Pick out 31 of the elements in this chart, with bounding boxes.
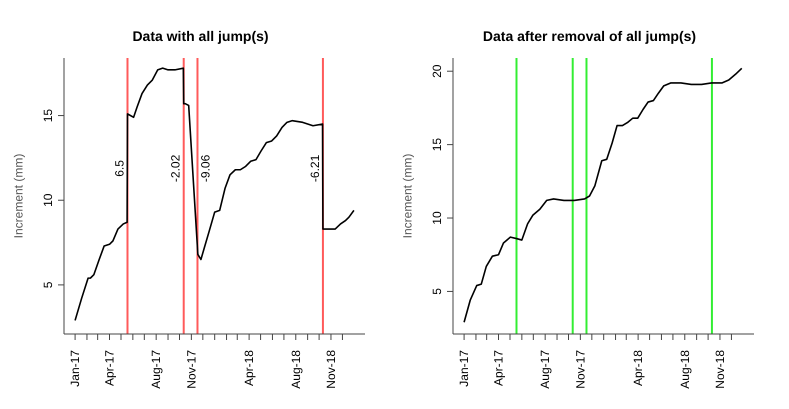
x-tick-label: Apr-18 (631, 350, 646, 386)
x-tick-label: Jan-17 (68, 350, 82, 387)
ref-line-label: -9.06 (198, 154, 212, 182)
y-tick-label: 5 (430, 288, 444, 295)
y-tick-label: 5 (41, 281, 55, 288)
ref-line-label: 6.5 (112, 160, 126, 177)
y-tick-label: 10 (41, 193, 55, 207)
ref-line-label: -2.02 (168, 154, 183, 182)
x-tick-label: Aug-18 (678, 350, 692, 389)
x-tick-label: Nov-17 (184, 350, 198, 389)
x-tick-label: Apr-18 (242, 350, 256, 386)
line-series (74, 67, 355, 322)
x-tick-label: Aug-17 (149, 350, 164, 389)
y-tick-label: 20 (430, 64, 444, 78)
x-tick-label: Jan-17 (457, 350, 472, 387)
y-tick-label: 15 (41, 108, 55, 122)
x-tick-label: Apr-17 (492, 350, 506, 386)
chart-title: Data after removal of all jump(s) (482, 27, 698, 46)
y-axis-title: Increment (mm) (11, 154, 26, 238)
chart-title: Data with all jump(s) (131, 27, 270, 46)
y-tick-label: 15 (430, 138, 444, 152)
ref-line-label: -6.21 (308, 154, 322, 182)
x-tick-label: Aug-17 (538, 350, 552, 389)
x-tick-label: Nov-18 (712, 350, 727, 389)
x-tick-label: Nov-18 (324, 350, 338, 389)
x-tick-label: Aug-18 (288, 350, 303, 389)
x-tick-label: Nov-17 (573, 350, 588, 389)
y-tick-label: 10 (430, 211, 444, 225)
y-axis-title: Increment (mm) (400, 154, 414, 238)
line-series (463, 67, 743, 324)
x-tick-label: Apr-17 (102, 350, 117, 386)
